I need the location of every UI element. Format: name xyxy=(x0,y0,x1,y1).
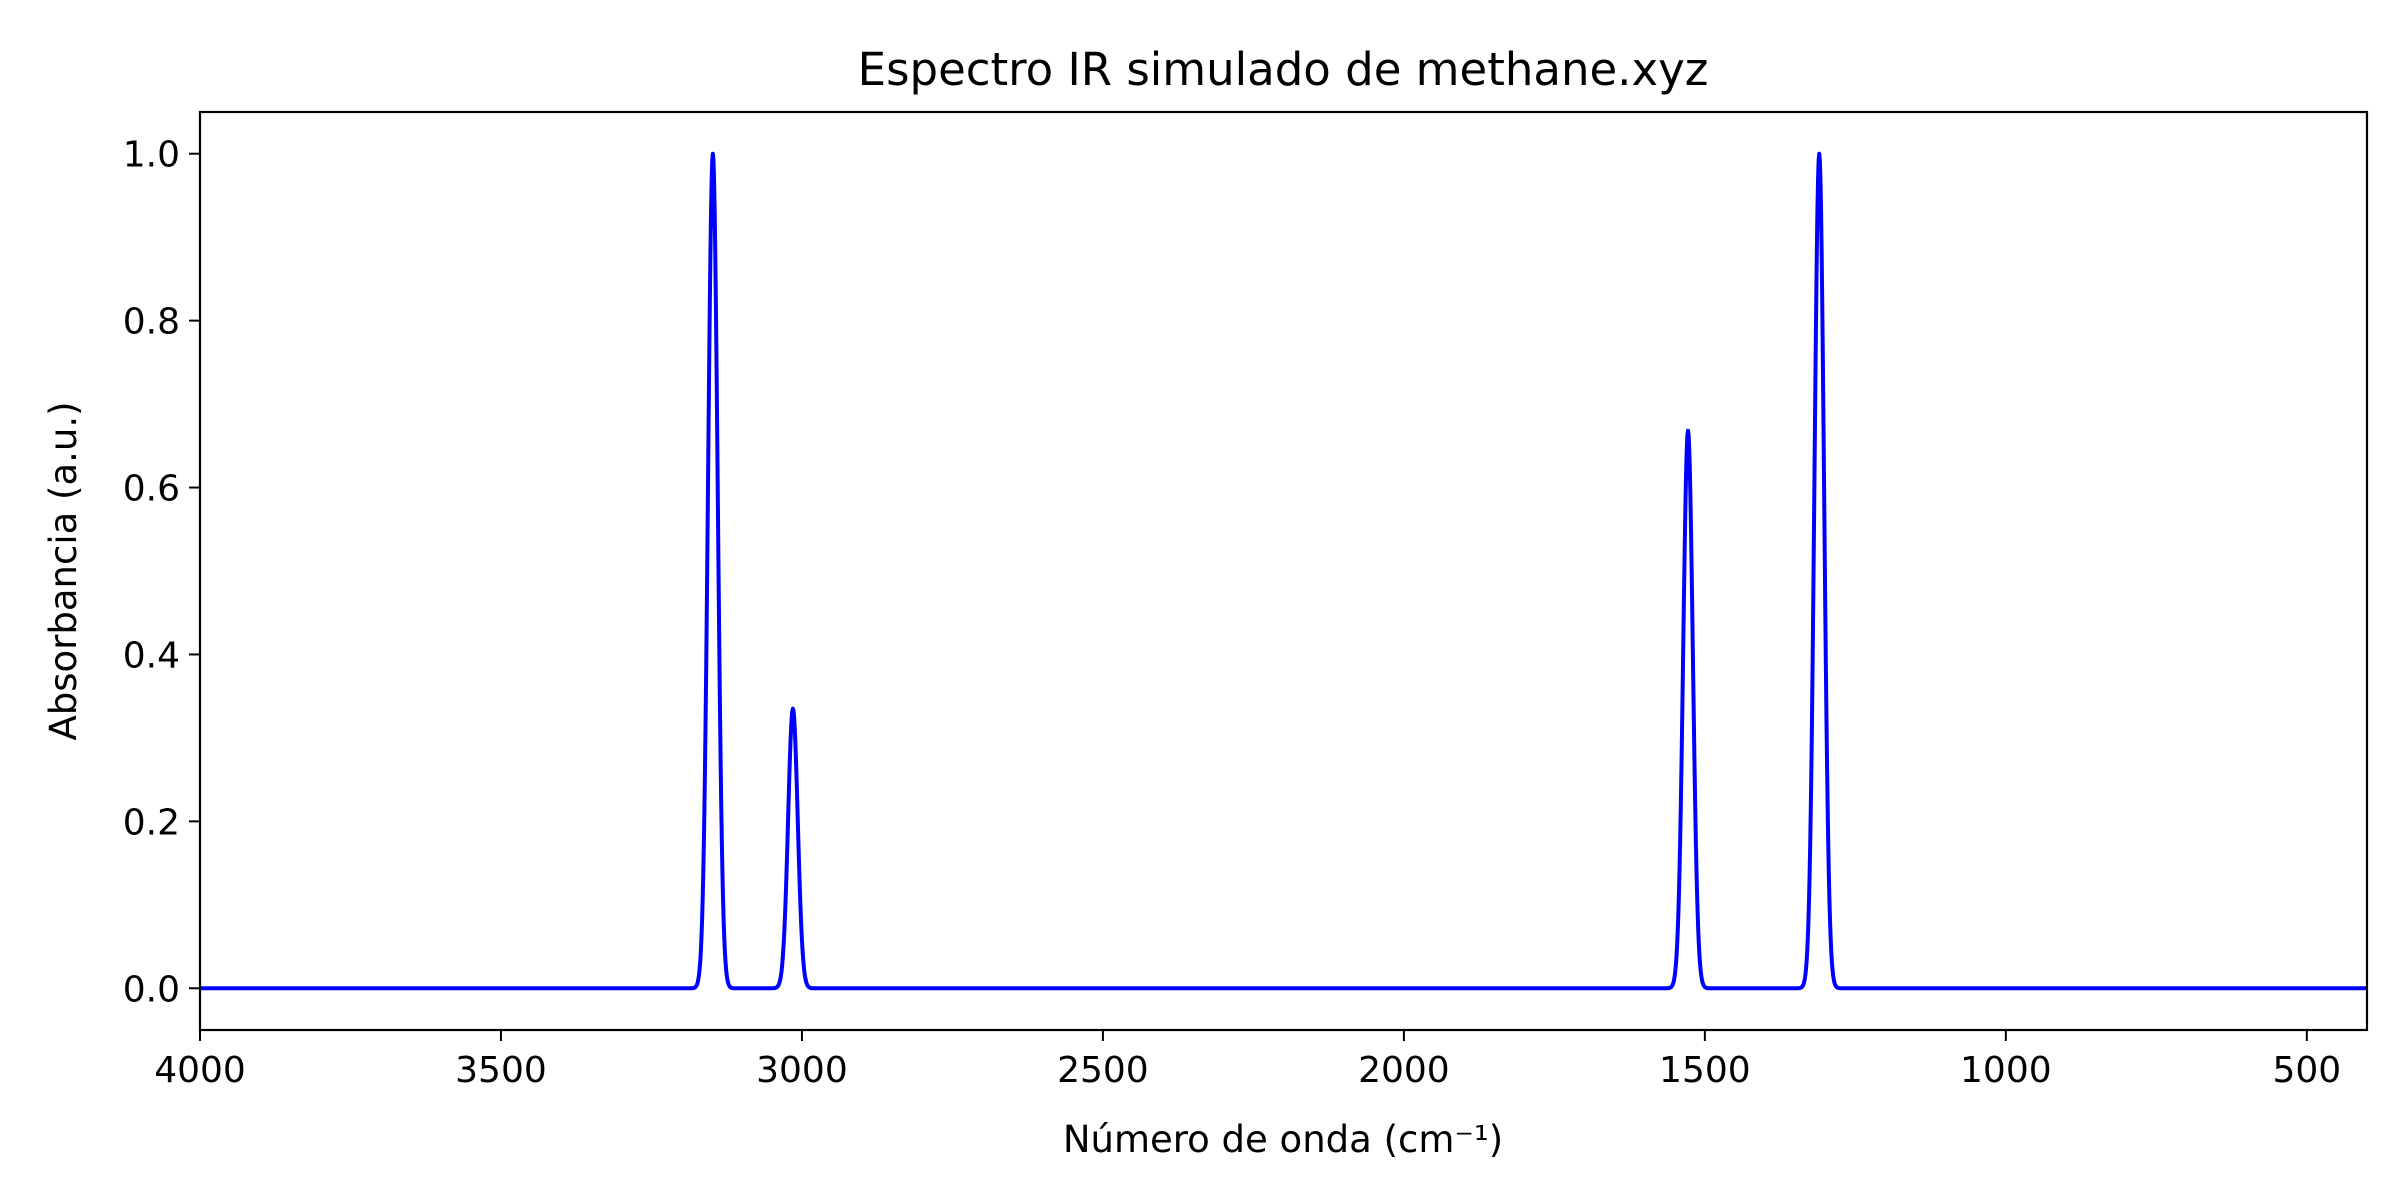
series-line-0 xyxy=(198,151,2369,991)
y-tick-label: 0.0 xyxy=(123,969,180,1010)
y-tick-label: 0.2 xyxy=(123,802,180,843)
x-tick-label: 3000 xyxy=(756,1050,848,1091)
y-tick-label: 1.0 xyxy=(123,135,180,176)
x-tick-label: 1500 xyxy=(1659,1050,1751,1091)
plot-frame xyxy=(198,110,2369,1032)
x-tick-label: 1000 xyxy=(1960,1050,2052,1091)
y-tick-label: 0.8 xyxy=(123,302,180,343)
y-tick-label: 0.4 xyxy=(123,635,180,676)
x-tick-label: 4000 xyxy=(154,1050,246,1091)
y-axis-label: Absorbancia (a.u.) xyxy=(42,401,85,740)
plot-area xyxy=(198,151,2369,991)
chart-title: Espectro IR simulado de methane.xyz xyxy=(858,43,1709,96)
x-tick-label: 2500 xyxy=(1057,1050,1149,1091)
x-tick-label: 500 xyxy=(2272,1050,2341,1091)
axis-ticks: 4000 3500 3000 2500 2000 1500 1000 500 0.0 0.2 0.4… xyxy=(123,135,2341,1091)
x-tick-label: 3500 xyxy=(455,1050,547,1091)
x-axis-label: Número de onda (cm⁻¹) xyxy=(1063,1118,1503,1161)
y-tick-label: 0.6 xyxy=(123,469,180,510)
x-tick-label: 2000 xyxy=(1358,1050,1450,1091)
